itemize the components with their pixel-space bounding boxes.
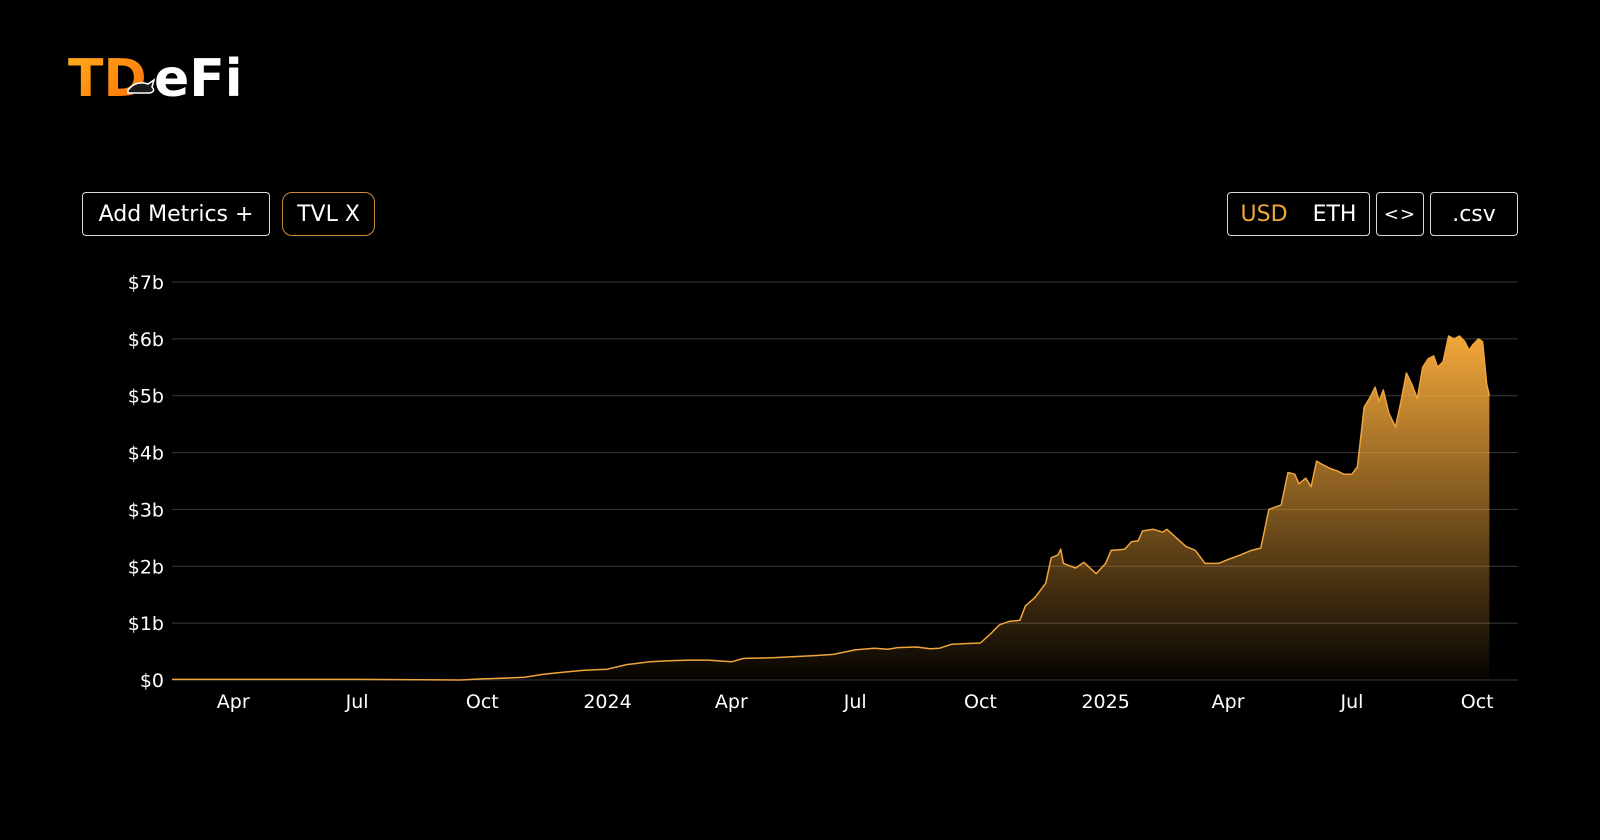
y-tick-label: $3b bbox=[128, 499, 164, 521]
x-tick-label: Jul bbox=[843, 691, 867, 713]
x-axis: Apr Jul Oct 2024 Apr Jul Oct 2025 Apr Jul Oct bbox=[217, 691, 1494, 713]
currency-option-usd[interactable]: USD bbox=[1240, 201, 1288, 227]
y-tick-label: $4b bbox=[128, 443, 164, 465]
x-tick-label: Jul bbox=[1339, 691, 1363, 713]
x-tick-label: Apr bbox=[1212, 691, 1245, 713]
chart-options-toolbar: USD ETH <> .csv bbox=[1227, 192, 1518, 236]
x-tick-label: Oct bbox=[466, 691, 499, 713]
tdefi-logo: TD eFi bbox=[68, 46, 253, 102]
y-tick-label: $5b bbox=[128, 386, 164, 408]
logo-graphic: TD eFi bbox=[68, 49, 243, 102]
logo-efi-letters: eFi bbox=[154, 49, 243, 102]
x-tick-label: Apr bbox=[715, 691, 748, 713]
currency-toggle: USD ETH bbox=[1227, 192, 1370, 236]
series-line bbox=[172, 335, 1491, 681]
y-tick-label: $7b bbox=[128, 272, 164, 294]
y-tick-label: $2b bbox=[128, 556, 164, 578]
x-tick-label: 2025 bbox=[1081, 691, 1129, 713]
series-layer bbox=[172, 335, 1491, 681]
embed-code-button[interactable]: <> bbox=[1376, 192, 1424, 236]
csv-download-button[interactable]: .csv bbox=[1430, 192, 1518, 236]
x-tick-label: Apr bbox=[217, 691, 250, 713]
y-tick-label: $6b bbox=[128, 329, 164, 351]
series-area bbox=[172, 336, 1490, 680]
logo-bull-icon bbox=[127, 78, 156, 94]
y-tick-label: $0 bbox=[140, 670, 164, 692]
tvl-metric-chip[interactable]: TVL X bbox=[282, 192, 375, 236]
currency-option-eth[interactable]: ETH bbox=[1312, 201, 1357, 227]
y-axis: $0 $1b $2b $3b $4b $5b $6b $7b bbox=[128, 272, 164, 692]
metrics-toolbar: Add Metrics + TVL X bbox=[82, 192, 375, 236]
x-tick-label: Oct bbox=[1461, 691, 1494, 713]
add-metrics-button[interactable]: Add Metrics + bbox=[82, 192, 270, 236]
x-tick-label: Oct bbox=[964, 691, 997, 713]
y-tick-label: $1b bbox=[128, 613, 164, 635]
x-tick-label: Jul bbox=[345, 691, 369, 713]
x-tick-label: 2024 bbox=[583, 691, 631, 713]
